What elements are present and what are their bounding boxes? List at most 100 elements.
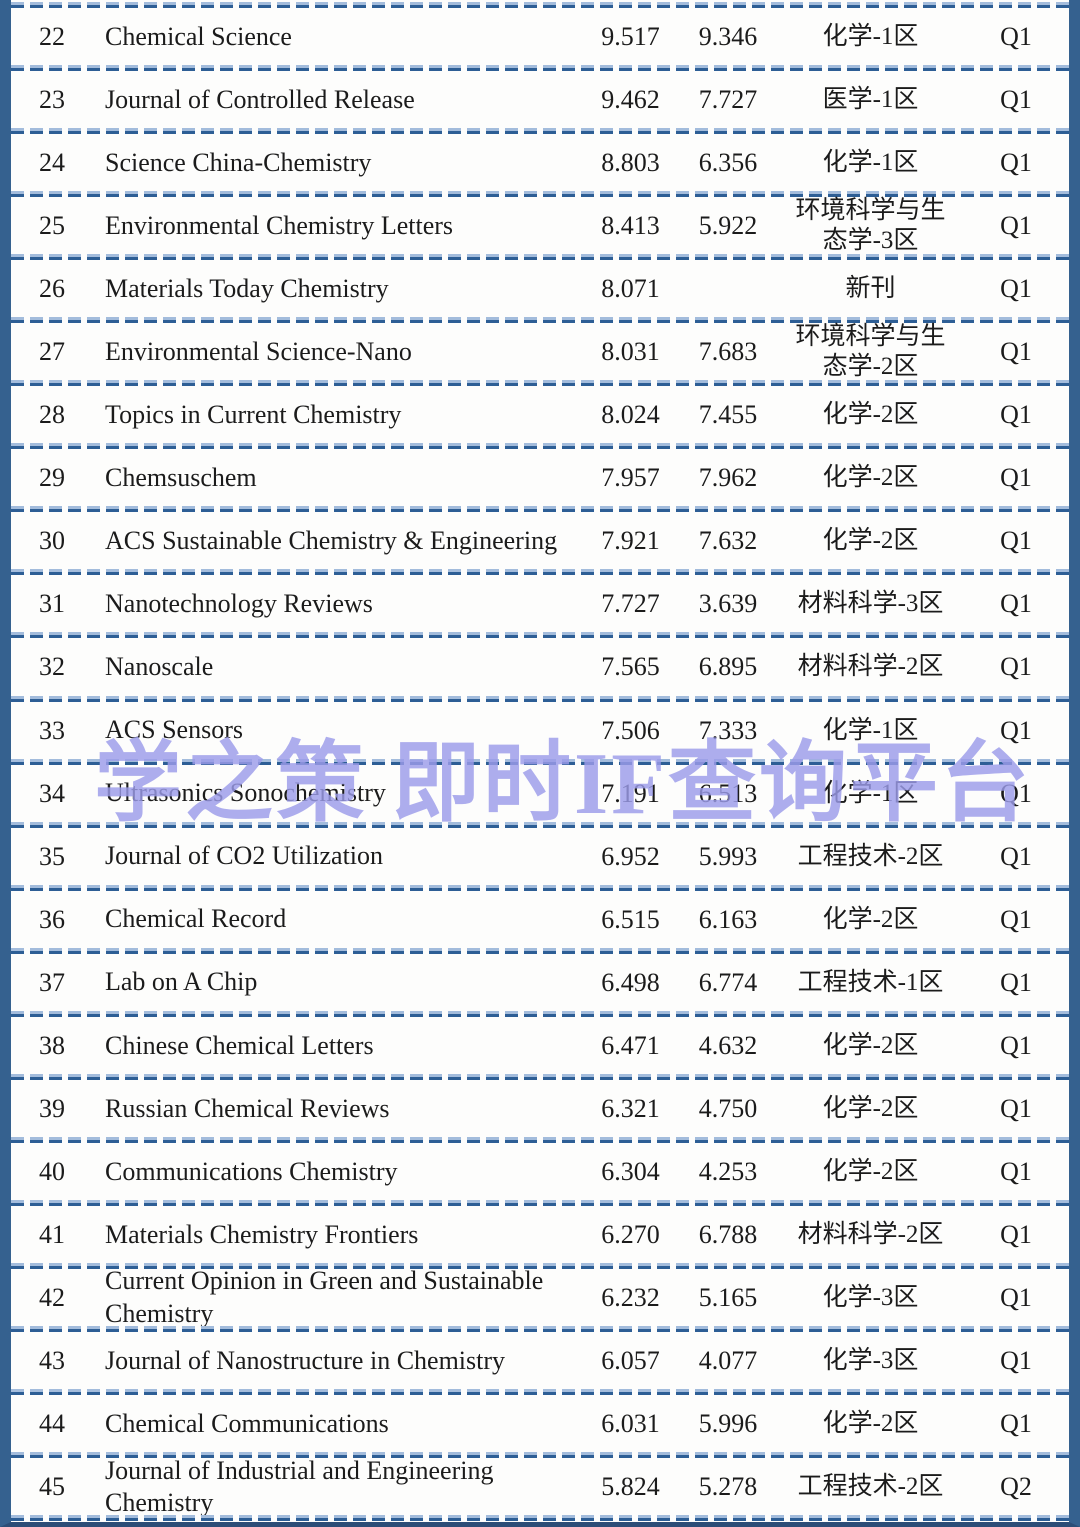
journal-name-cell: Journal of CO2 Utilization [105,841,384,871]
category-cell: 化学-1区 [822,779,919,807]
quartile-cell: Q1 [1000,715,1032,745]
table-row: 42 Current Opinion in Green and Sustaina… [11,1266,1069,1328]
impact-factor-cell: 7.727 [601,589,660,619]
journal-name-cell: Chemsuschem [105,463,257,493]
quartile-cell: Q1 [1000,274,1032,304]
table-row: 31 Nanotechnology Reviews 7.727 3.639 材料… [11,576,1069,632]
row-divider [11,443,1069,451]
category-cell: 新刊 [845,275,896,303]
table-row: 38 Chinese Chemical Letters 6.471 4.632 … [11,1018,1069,1074]
table-row: 44 Chemical Communications 6.031 5.996 化… [11,1396,1069,1452]
rank-cell: 36 [39,904,65,934]
journal-table: 22 Chemical Science 9.517 9.346 化学-1区 Q1… [11,0,1069,1522]
journal-name-cell: Science China-Chemistry [105,147,372,177]
table-row: 32 Nanoscale 7.565 6.895 材料科学-2区 Q1 [11,639,1069,695]
quartile-cell: Q1 [1000,1409,1032,1439]
row-divider [11,758,1069,766]
quartile-cell: Q1 [1000,526,1032,556]
impact-factor-cell: 7.921 [601,526,660,556]
journal-name-cell: Lab on A Chip [105,967,258,997]
quartile-cell: Q1 [1000,400,1032,430]
row-divider [11,1389,1069,1397]
row-divider [11,695,1069,703]
row-divider [11,254,1069,262]
journal-name-cell: ACS Sustainable Chemistry & Engineering [105,526,558,556]
row-divider [11,1199,1069,1207]
category-cell: 化学-2区 [822,527,919,555]
journal-name-cell: ACS Sensors [105,715,243,745]
category-cell: 环境科学与生 态学-2区 [795,323,946,381]
table-row: 35 Journal of CO2 Utilization 6.952 5.99… [11,829,1069,885]
journal-name-cell: Environmental Science-Nano [105,337,412,366]
rank-cell: 25 [39,211,65,241]
journal-name-cell: Journal of Nanostructure in Chemistry [105,1345,506,1375]
impact-factor-2-cell: 4.632 [698,1030,758,1060]
rank-cell: 42 [39,1282,65,1312]
table-row: 24 Science China-Chemistry 8.803 6.356 化… [11,135,1069,191]
rank-cell: 44 [39,1409,65,1439]
table-row: 29 Chemsuschem 7.957 7.962 化学-2区 Q1 [11,450,1069,506]
impact-factor-2-cell: 5.996 [698,1409,758,1439]
impact-factor-2-cell: 7.333 [698,715,758,745]
impact-factor-cell: 8.071 [601,274,660,304]
row-divider [11,1136,1069,1144]
quartile-cell: Q1 [1000,1156,1032,1186]
quartile-cell: Q2 [1000,1472,1032,1502]
row-divider [11,380,1069,388]
table-row: 28 Topics in Current Chemistry 8.024 7.4… [11,387,1069,443]
row-divider [11,1452,1069,1460]
table-row: 43 Journal of Nanostructure in Chemistry… [11,1333,1069,1389]
rank-cell: 22 [39,22,65,52]
impact-factor-2-cell: 9.346 [698,22,758,52]
row-divider [11,947,1069,955]
journal-name-cell: Chemical Science [105,21,292,51]
journal-name-cell: Nanotechnology Reviews [105,589,373,619]
row-divider [11,569,1069,577]
impact-factor-cell: 8.031 [601,337,660,367]
impact-factor-2-cell: 4.077 [698,1346,758,1375]
impact-factor-cell: 9.517 [601,22,660,52]
quartile-cell: Q1 [1000,1219,1032,1249]
impact-factor-cell: 6.057 [601,1346,660,1375]
impact-factor-2-cell: 6.513 [698,778,758,808]
impact-factor-cell: 8.803 [601,148,660,178]
row-divider [11,1073,1069,1081]
quartile-cell: Q1 [1000,85,1032,115]
journal-name-cell: Ultrasonics Sonochemistry [105,778,386,808]
rank-cell: 30 [39,526,65,556]
row-divider [11,1262,1069,1270]
impact-factor-2-cell: 6.774 [698,967,758,997]
quartile-cell: Q1 [1000,1282,1032,1312]
impact-factor-cell: 6.498 [601,967,660,997]
impact-factor-2-cell: 5.993 [698,841,758,871]
category-cell: 化学-2区 [822,1410,919,1438]
rank-cell: 41 [39,1219,65,1249]
category-cell: 材料科学-3区 [797,590,944,618]
table-row: 27 Environmental Science-Nano 8.031 7.68… [11,323,1069,381]
journal-name-cell: Chemical Record [105,904,287,934]
row-divider [11,884,1069,892]
journal-name-cell: Chemical Communications [105,1408,389,1438]
table-row: 34 Ultrasonics Sonochemistry 7.191 6.513… [11,766,1069,822]
rank-cell: 40 [39,1156,65,1186]
rank-cell: 38 [39,1030,65,1060]
impact-factor-2-cell: 6.163 [698,904,758,934]
row-divider [11,1325,1069,1333]
category-cell: 化学-1区 [822,23,919,51]
impact-factor-cell: 7.957 [601,463,660,493]
category-cell: 工程技术-1区 [797,968,944,996]
quartile-cell: Q1 [1000,22,1032,52]
rank-cell: 32 [39,652,65,682]
table-row: 39 Russian Chemical Reviews 6.321 4.750 … [11,1081,1069,1137]
impact-factor-2-cell: 6.356 [698,148,758,178]
impact-factor-cell: 9.462 [601,85,660,115]
impact-factor-2-cell: 5.922 [698,211,758,241]
row-divider [11,506,1069,514]
quartile-cell: Q1 [1000,1346,1032,1375]
journal-name-cell: Topics in Current Chemistry [105,400,402,430]
table-row: 41 Materials Chemistry Frontiers 6.270 6… [11,1207,1069,1263]
quartile-cell: Q1 [1000,589,1032,619]
category-cell: 化学-3区 [822,1283,919,1311]
rank-cell: 43 [39,1346,65,1375]
